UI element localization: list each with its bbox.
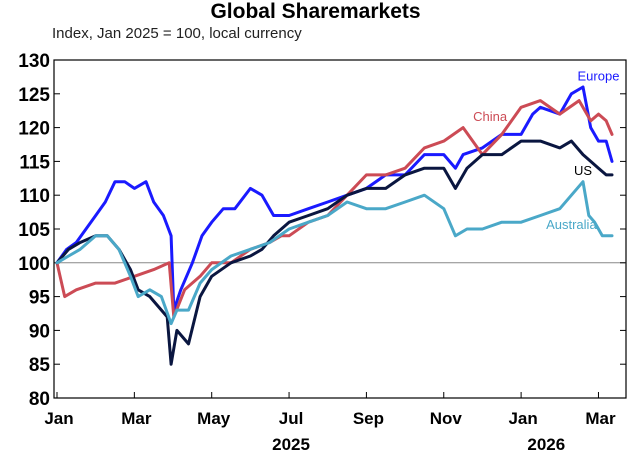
series-label-europe: Europe — [578, 68, 620, 83]
x-tick-label: Jul — [279, 409, 304, 428]
plot-frame — [53, 59, 627, 399]
x-tick-label: Sep — [353, 409, 384, 428]
x-tick-label: Mar — [585, 409, 616, 428]
x-tick-label: Jan — [508, 409, 537, 428]
y-tick-label: 80 — [29, 389, 50, 410]
y-tick-label: 85 — [29, 355, 51, 376]
x-tick-label: Nov — [430, 409, 463, 428]
x-tick-label: Mar — [121, 409, 152, 428]
x-tick-label: May — [197, 409, 231, 428]
series-label-australia: Australia — [546, 217, 597, 232]
y-tick-label: 115 — [19, 152, 50, 173]
y-tick-label: 120 — [18, 119, 50, 140]
y-axis-ticks: 80 85 90 95 100 105 110 115 120 125 130 — [18, 51, 626, 410]
series-line-china — [55, 99, 614, 319]
series-labels: Europe China US Australia — [473, 68, 619, 232]
y-tick-label: 100 — [18, 254, 50, 275]
x-year-label: 2026 — [527, 435, 565, 454]
chart-title: Global Sharemarkets — [210, 0, 421, 23]
x-year-label: 2025 — [272, 435, 310, 454]
series-line-europe — [55, 85, 614, 312]
y-tick-label: 105 — [18, 220, 50, 241]
y-tick-label: 110 — [19, 186, 50, 207]
y-tick-label: 125 — [18, 85, 50, 106]
series-line-us — [55, 139, 614, 366]
y-tick-label: 90 — [29, 321, 50, 342]
x-axis-ticks: Jan Mar May Jul Sep Nov Jan Mar 2025 2026 — [44, 392, 616, 454]
series-line-australia — [55, 180, 614, 326]
y-tick-label: 95 — [29, 288, 51, 309]
series-label-us: US — [574, 163, 592, 178]
chart-subtitle: Index, Jan 2025 = 100, local currency — [52, 25, 302, 42]
series-lines — [55, 85, 614, 366]
y-tick-label: 130 — [18, 51, 50, 72]
series-label-china: China — [473, 109, 508, 124]
x-tick-label: Jan — [44, 409, 73, 428]
